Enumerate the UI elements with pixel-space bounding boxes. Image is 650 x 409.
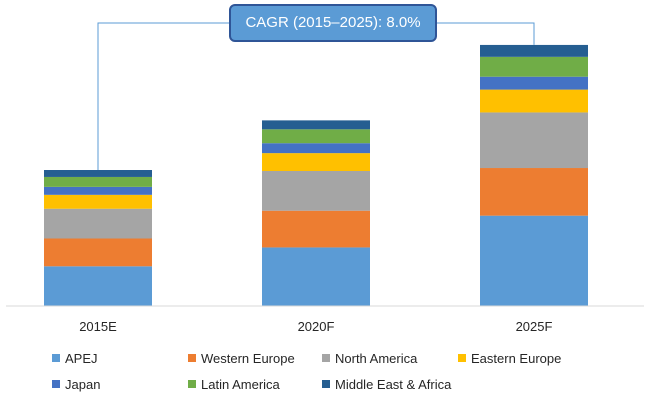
x-tick-label: 2015E [79,319,117,334]
legend: APEJ Western Europe North America Eastern E… [0,348,650,408]
x-axis-labels: 2015E 2020F 2025F [79,319,552,334]
legend-label: Middle East & Africa [335,377,452,392]
legend-item: Eastern Europe [458,351,561,367]
legend-swatch [188,380,196,388]
bar-segment-2025f-1 [480,168,588,216]
bar-segment-2025f-0 [480,215,588,306]
legend-label: Western Europe [201,351,295,366]
bar-segment-2015e-3 [44,194,152,209]
cagr-annotation: CAGR (2015–2025): 8.0% [229,4,437,42]
x-tick-label: 2025F [516,319,553,334]
stacked-bar-chart: 2015E 2020F 2025F [6,22,644,334]
legend-label: Latin America [201,377,280,392]
legend-swatch [52,380,60,388]
bar-segment-2015e-4 [44,186,152,195]
legend-item: Latin America [188,377,280,393]
bars-group [44,44,588,306]
legend-item: Middle East & Africa [322,377,451,393]
bar-segment-2025f-2 [480,112,588,169]
legend-label: North America [335,351,418,366]
bar-segment-2025f-3 [480,89,588,113]
bar-segment-2020f-4 [262,143,370,154]
legend-item: North America [322,351,417,367]
legend-item: APEJ [52,351,98,367]
bar-segment-2020f-5 [262,129,370,144]
legend-swatch [322,354,330,362]
legend-item: Japan [52,377,100,393]
bar-segment-2025f-5 [480,56,588,77]
bar-segment-2020f-2 [262,171,370,211]
bar-segment-2025f-4 [480,76,588,90]
legend-swatch [52,354,60,362]
bar-segment-2015e-0 [44,266,152,306]
bar-segment-2020f-3 [262,153,370,171]
bar-segment-2015e-2 [44,208,152,239]
legend-swatch [322,380,330,388]
legend-item: Western Europe [188,351,295,367]
legend-swatch [188,354,196,362]
bar-segment-2015e-5 [44,176,152,187]
legend-label: APEJ [65,351,98,366]
legend-label: Japan [65,377,101,392]
bar-segment-2020f-6 [262,120,370,130]
legend-swatch [458,354,466,362]
x-tick-label: 2020F [298,319,335,334]
bar-segment-2025f-6 [480,44,588,57]
bar-segment-2015e-1 [44,238,152,267]
bar-segment-2020f-1 [262,210,370,248]
legend-label: Eastern Europe [471,351,562,366]
bar-segment-2020f-0 [262,247,370,306]
bar-segment-2015e-6 [44,170,152,177]
